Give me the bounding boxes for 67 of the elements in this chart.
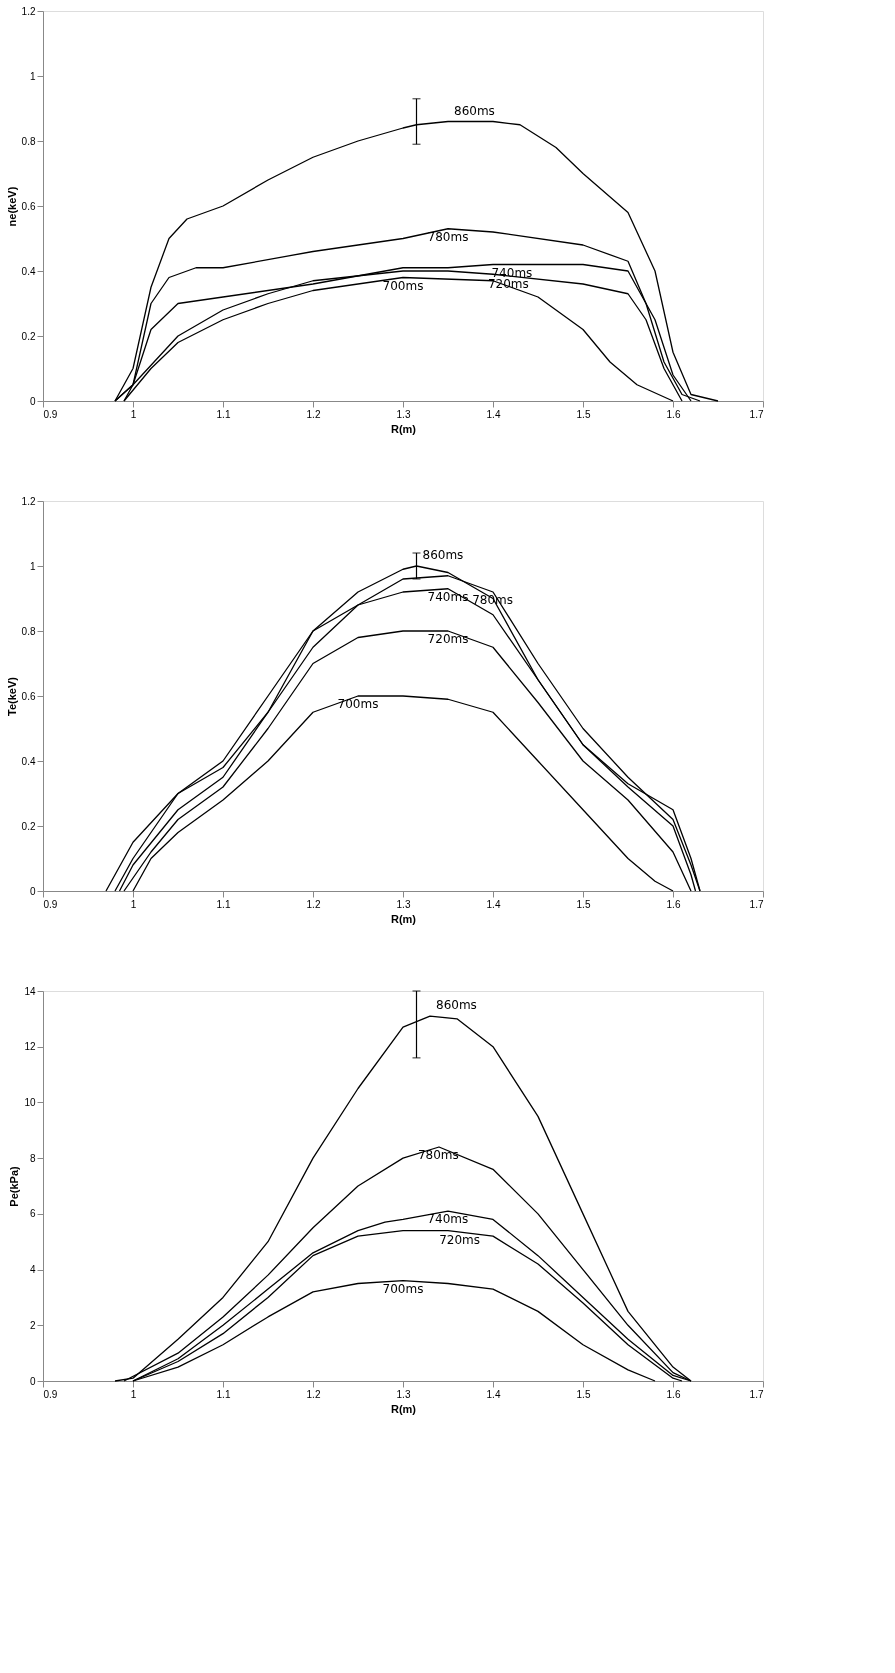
y-tick-label: 0.8: [21, 625, 36, 637]
y-axis-title: Pe(kPa): [8, 1165, 21, 1207]
x-tick-label: 1.7: [749, 898, 764, 910]
x-tick-label: 0.9: [43, 408, 58, 420]
x-tick-label: 1.2: [306, 408, 321, 420]
y-tick-label: 10: [24, 1096, 36, 1108]
x-tick-label: 1.3: [396, 898, 411, 910]
x-tick-label: 1.1: [216, 1388, 231, 1400]
y-tick-label: 1: [29, 560, 36, 572]
x-tick-label: 1: [130, 898, 137, 910]
series-label: 700ms: [337, 697, 379, 711]
x-axis-title: R(m): [390, 422, 417, 435]
x-tick-label: 1.4: [486, 898, 501, 910]
y-tick-label: 0: [29, 395, 36, 407]
y-tick-label: 0.4: [21, 265, 36, 277]
x-tick-label: 0.9: [43, 1388, 58, 1400]
y-tick-label: 0.8: [21, 135, 36, 147]
y-tick-label: 1.2: [21, 495, 36, 507]
x-tick-label: 1.2: [306, 898, 321, 910]
y-tick-label: 8: [29, 1152, 36, 1164]
series-label: 720ms: [427, 632, 469, 647]
y-tick-label: 12: [24, 1041, 36, 1053]
x-tick-label: 1.6: [666, 408, 681, 420]
x-tick-label: 1.1: [216, 408, 231, 420]
series-label: 740ms: [491, 265, 533, 280]
x-tick-label: 1.5: [576, 898, 591, 910]
y-tick-label: 4: [29, 1264, 36, 1276]
y-tick-label: 6: [29, 1208, 36, 1220]
y-tick-label: 0.2: [21, 820, 36, 832]
x-tick-label: 1: [130, 408, 137, 420]
x-tick-label: 1.4: [486, 408, 501, 420]
x-tick-label: 0.9: [43, 898, 58, 910]
x-tick-label: 1.5: [576, 408, 591, 420]
y-tick-label: 0.2: [21, 330, 36, 342]
x-tick-label: 1.3: [396, 408, 411, 420]
x-axis-title: R(m): [390, 1402, 417, 1415]
x-tick-label: 1.6: [666, 1388, 681, 1400]
x-axis-title: R(m): [390, 912, 417, 925]
x-tick-label: 1.4: [486, 1388, 501, 1400]
series-label: 860ms: [454, 103, 495, 118]
y-tick-label: 0: [29, 885, 36, 897]
x-tick-label: 1.2: [306, 1388, 321, 1400]
x-tick-label: 1.7: [749, 1388, 764, 1400]
x-tick-label: 1.6: [666, 898, 681, 910]
series-label: 740ms: [427, 1212, 469, 1227]
series-label: 780ms: [427, 229, 469, 244]
x-tick-label: 1.5: [576, 1388, 591, 1400]
y-tick-label: 2: [29, 1319, 36, 1331]
series-label: 860ms: [422, 548, 464, 562]
series-label: 780ms: [417, 1148, 459, 1163]
x-tick-label: 1.7: [749, 408, 764, 420]
y-tick-label: 0.6: [21, 200, 36, 212]
x-tick-label: 1.1: [216, 898, 231, 910]
series-label: 700ms: [382, 278, 424, 293]
x-tick-label: 1.3: [396, 1388, 411, 1400]
y-tick-label: 0.6: [21, 690, 36, 702]
series-label: 700ms: [382, 1281, 424, 1296]
y-axis-title: ne(keV): [5, 186, 18, 227]
y-tick-label: 0.4: [21, 755, 36, 767]
y-tick-label: 1.2: [21, 5, 36, 17]
y-tick-label: 14: [24, 985, 36, 997]
y-tick-label: 1: [29, 70, 36, 82]
series-label: 720ms: [439, 1233, 481, 1247]
series-label: 860ms: [436, 998, 477, 1013]
x-tick-label: 1: [130, 1388, 137, 1400]
y-axis-title: Te(keV): [5, 676, 18, 716]
y-tick-label: 0: [29, 1375, 36, 1387]
